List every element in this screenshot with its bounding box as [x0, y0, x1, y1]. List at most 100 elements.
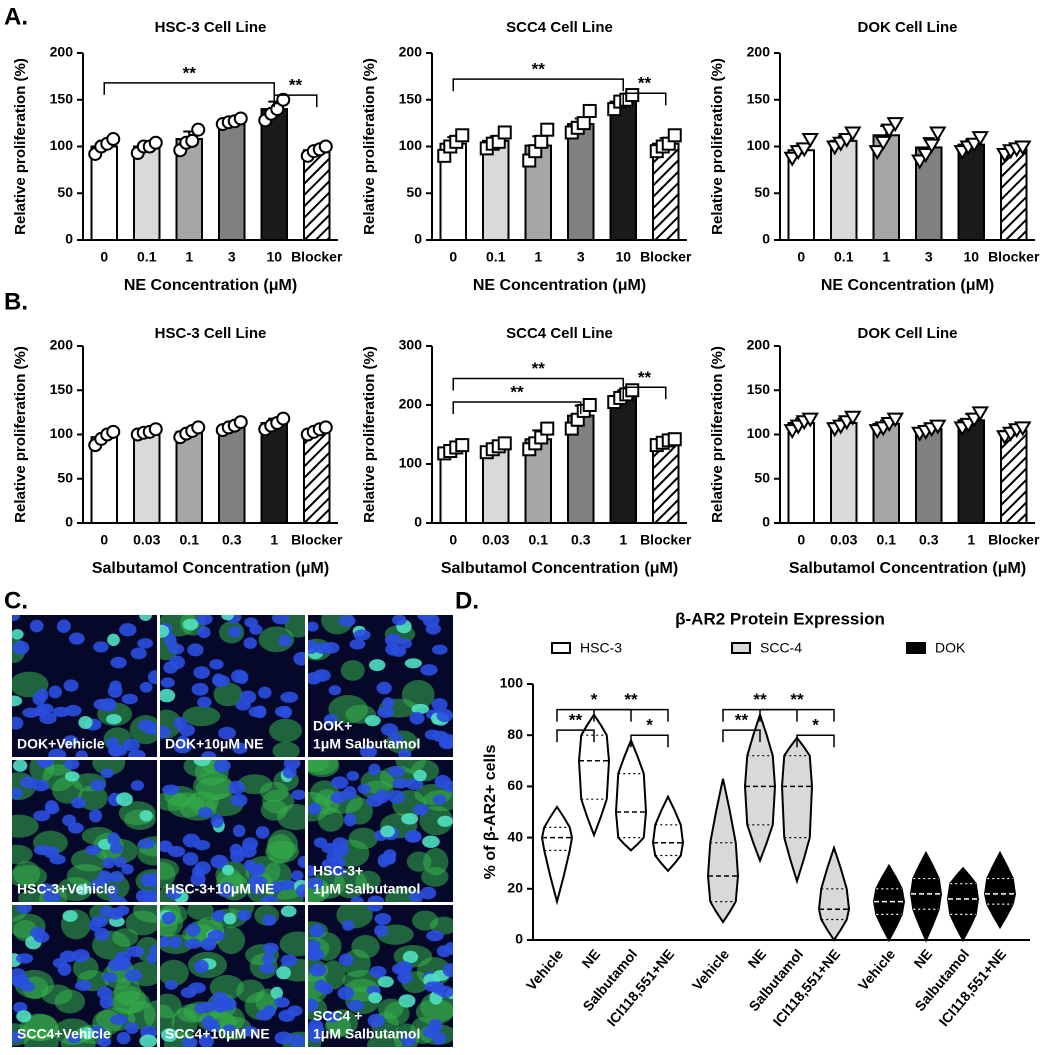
- nucleus: [106, 884, 119, 898]
- point: [318, 420, 333, 435]
- nucleus: [130, 780, 145, 791]
- nucleus: [194, 861, 211, 875]
- bar: [482, 139, 510, 241]
- nucleus: [81, 1026, 94, 1040]
- bar: [303, 149, 331, 242]
- nucleus: [116, 792, 133, 807]
- micrograph: [12, 615, 157, 757]
- nucleus: [337, 986, 355, 1000]
- nucleus: [188, 982, 206, 994]
- bar: [1000, 148, 1028, 241]
- x-tick-label: Vehicle: [855, 946, 898, 993]
- nucleus: [33, 810, 51, 822]
- violin: [780, 736, 814, 885]
- nucleus: [99, 995, 114, 1009]
- legend-swatch: [731, 642, 751, 654]
- nucleus: [213, 760, 231, 773]
- y-axis-label: Relative proliferation (%): [361, 58, 378, 235]
- nucleus: [390, 733, 403, 746]
- x-tick-label: 0: [449, 532, 457, 548]
- x-tick-label: 0.1: [137, 249, 157, 265]
- point: [886, 117, 904, 133]
- cytoplasm: [276, 804, 305, 831]
- nucleus: [369, 659, 386, 672]
- point: [929, 126, 947, 142]
- y-tick-label: 100: [747, 137, 771, 153]
- nucleus: [262, 914, 277, 926]
- nucleus: [422, 835, 440, 848]
- nucleus: [74, 980, 92, 991]
- nucleus: [232, 824, 246, 837]
- y-tick-label: 100: [399, 455, 423, 471]
- nucleus: [374, 912, 392, 926]
- nucleus: [42, 892, 61, 902]
- axes: [779, 346, 1035, 524]
- nucleus: [428, 1019, 443, 1032]
- point: [971, 406, 989, 422]
- nucleus: [160, 1028, 178, 1042]
- x-tick-label: 3: [228, 249, 236, 265]
- nucleus: [45, 800, 59, 813]
- nucleus: [67, 822, 84, 834]
- nucleus: [113, 856, 127, 868]
- micrograph: [12, 905, 157, 1047]
- nucleus: [383, 849, 397, 860]
- nucleus: [20, 776, 37, 789]
- bar: [609, 395, 637, 524]
- nucleus: [211, 910, 227, 922]
- x-tick-label: 0.3: [571, 532, 591, 548]
- nucleus: [173, 716, 188, 730]
- nucleus: [431, 644, 448, 655]
- nucleus: [308, 865, 316, 877]
- nucleus: [166, 887, 182, 900]
- y-tick-label: 50: [754, 469, 770, 485]
- violin: [983, 850, 1017, 930]
- nucleus: [242, 837, 259, 851]
- point: [576, 116, 591, 131]
- axes: [431, 346, 687, 524]
- cytoplasm: [12, 814, 39, 838]
- nucleus: [137, 638, 154, 649]
- nucleus: [280, 691, 299, 703]
- nucleus: [331, 776, 349, 789]
- nucleus: [108, 744, 124, 757]
- point: [318, 139, 333, 154]
- nucleus: [376, 681, 392, 695]
- bar: [175, 430, 203, 524]
- nucleus: [147, 670, 157, 685]
- point: [106, 424, 121, 439]
- x-tick-label: 3: [577, 249, 585, 265]
- nucleus: [93, 698, 111, 710]
- nucleus: [222, 1024, 237, 1035]
- nucleus: [270, 986, 283, 1000]
- x-tick-label: ICI118,551+NE: [604, 946, 678, 1029]
- nucleus: [425, 623, 441, 635]
- nucleus: [222, 864, 235, 876]
- nucleus: [107, 684, 123, 698]
- x-tick-label: 0.03: [133, 532, 160, 548]
- nucleus: [367, 895, 385, 902]
- point: [455, 438, 470, 453]
- cytoplasm: [419, 805, 453, 836]
- x-tick-label: ICI118,551+NE: [936, 946, 1010, 1029]
- nucleus: [280, 954, 298, 967]
- legend-swatch: [551, 642, 571, 654]
- y-tick-label: 100: [500, 675, 524, 691]
- cytoplasm: [12, 860, 41, 886]
- micrograph: [308, 760, 453, 902]
- axes: [532, 684, 1030, 941]
- nucleus: [63, 760, 80, 770]
- nucleus: [272, 615, 290, 625]
- cytoplasm: [272, 741, 300, 757]
- violin: [540, 805, 574, 906]
- point: [795, 142, 813, 158]
- image-label: HSC-3+: [313, 863, 363, 879]
- nucleus: [293, 651, 305, 666]
- nucleus: [308, 1031, 323, 1043]
- nucleus: [322, 641, 340, 654]
- nucleus: [161, 911, 176, 925]
- significance-label: *: [812, 716, 819, 735]
- micrograph: [160, 615, 305, 757]
- nucleus: [384, 633, 403, 647]
